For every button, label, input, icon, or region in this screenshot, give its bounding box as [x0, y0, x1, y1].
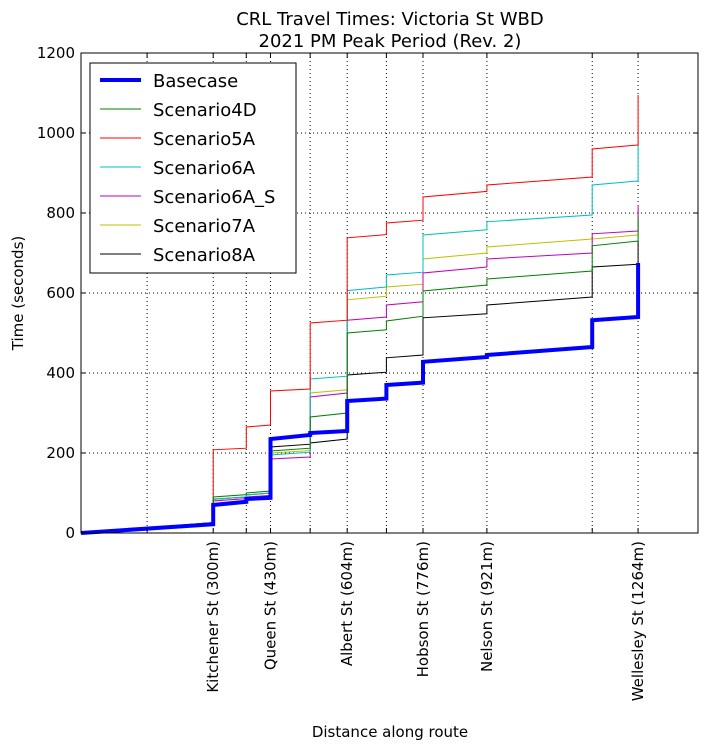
- legend-label-scenario5a: Scenario5A: [153, 129, 256, 150]
- series-layer: [80, 95, 641, 535]
- legend-label-scenario6a-s: Scenario6A_S: [153, 187, 275, 208]
- legend-label-scenario7a: Scenario7A: [153, 216, 256, 237]
- x-tick-label: Albert St (604m): [338, 541, 356, 666]
- x-tick-label: Nelson St (921m): [478, 541, 496, 672]
- chart-title-line-2: 2021 PM Peak Period (Rev. 2): [259, 31, 522, 52]
- chart-title-line-1: CRL Travel Times: Victoria St WBD: [236, 9, 544, 30]
- legend-label-scenario8a: Scenario8A: [153, 245, 256, 266]
- legend-frame: [89, 62, 297, 274]
- y-tick-label: 200: [46, 444, 75, 462]
- tick-layer: 0 200 400 600 800 1000 1200 Kitchener St (300m)…: [37, 44, 698, 701]
- y-tick-label: 400: [46, 364, 75, 382]
- y-tick-label: 1200: [37, 44, 75, 62]
- x-axis-label: Distance along route: [312, 723, 468, 741]
- y-tick-label: 800: [46, 204, 75, 222]
- x-tick-label: Queen St (430m): [262, 541, 280, 670]
- y-axis-label: Time (seconds): [9, 236, 27, 352]
- legend-label-scenario6a: Scenario6A: [153, 158, 256, 179]
- series-line-scenario4d: [80, 217, 639, 534]
- series-line-scenario5a: [80, 95, 639, 534]
- x-tick-label: Wellesley St (1264m): [629, 541, 647, 701]
- y-tick-label: 600: [46, 284, 75, 302]
- x-tick-label: Hobson St (776m): [414, 541, 432, 677]
- y-tick-label: 0: [65, 524, 75, 542]
- series-line-basecase: [80, 263, 641, 535]
- x-tick-label: Kitchener St (300m): [204, 541, 222, 693]
- legend-label-basecase: Basecase: [153, 71, 238, 92]
- legend: Basecase Scenario4D Scenario5A Scenario6A Sc…: [89, 62, 297, 274]
- y-tick-label: 1000: [37, 124, 75, 142]
- legend-label-scenario4d: Scenario4D: [153, 100, 257, 121]
